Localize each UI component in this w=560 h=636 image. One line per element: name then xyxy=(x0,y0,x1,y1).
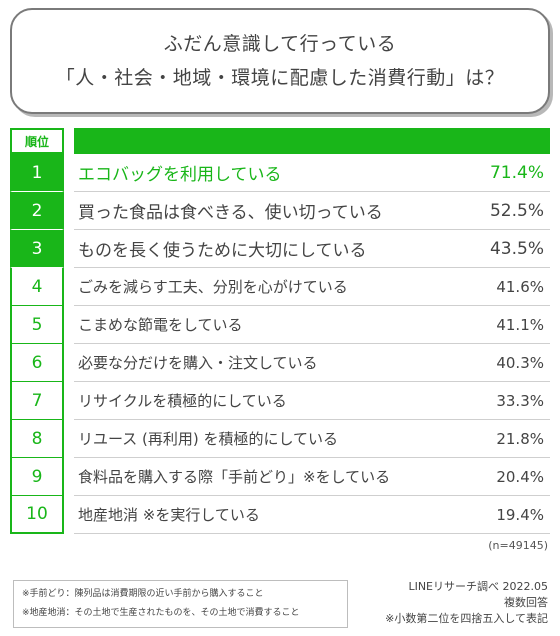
row-content: リサイクルを積極的にしている 33.3% xyxy=(74,382,550,420)
rank-cell: 10 xyxy=(10,496,64,534)
table-row: 8 リユース (再利用) を積極的にしている 21.8% xyxy=(10,420,550,458)
row-label: こまめな節電をしている xyxy=(78,316,243,334)
rank-cell: 9 xyxy=(10,458,64,496)
footnote-chisan-chisho: ※地産地消：その土地で生産されたものを、その土地で消費すること xyxy=(22,608,300,618)
source-line: LINEリサーチ調べ 2022.05 xyxy=(408,580,548,593)
table-row: 9 食料品を購入する際「手前どり」※をしている 20.4% xyxy=(10,458,550,496)
answer-type: 複数回答 xyxy=(504,596,548,609)
row-content: リユース (再利用) を積極的にしている 21.8% xyxy=(74,420,550,458)
sample-size: (n=49145) xyxy=(488,539,548,552)
row-label: 食料品を購入する際「手前どり」※をしている xyxy=(78,468,391,486)
rank-cell: 2 xyxy=(10,192,64,230)
table-row: 5 こまめな節電をしている 41.1% xyxy=(10,306,550,344)
source-info: LINEリサーチ調べ 2022.05 複数回答 ※小数第二位を四捨五入して表記 xyxy=(385,579,548,627)
rank-cell: 6 xyxy=(10,344,64,382)
rank-cell: 4 xyxy=(10,268,64,306)
header-bar xyxy=(74,128,550,154)
row-value: 21.8% xyxy=(496,429,544,448)
row-label: ごみを減らす工夫、分別を心がけている xyxy=(78,278,348,296)
table-row: 10 地産地消 ※を実行している 19.4% xyxy=(10,496,550,534)
row-content: こまめな節電をしている 41.1% xyxy=(74,306,550,344)
rounding-note: ※小数第二位を四捨五入して表記 xyxy=(385,612,548,625)
rank-cell: 7 xyxy=(10,382,64,420)
row-value: 43.5% xyxy=(489,238,544,259)
row-value: 52.5% xyxy=(489,200,544,221)
rank-cell: 5 xyxy=(10,306,64,344)
row-label: 地産地消 ※を実行している xyxy=(78,506,260,524)
row-value: 20.4% xyxy=(496,467,544,486)
ranking-table: 順位 1 エコバッグを利用している 71.4% 2 買った食品は食べきる、使い切… xyxy=(10,128,550,534)
row-value: 71.4% xyxy=(489,162,544,183)
rank-cell: 1 xyxy=(10,154,64,192)
row-content: エコバッグを利用している 71.4% xyxy=(74,154,550,192)
row-label: 必要な分だけを購入・注文している xyxy=(78,354,318,372)
footnote-temaedori: ※手前どり：陳列品は消費期限の近い手前から購入すること xyxy=(22,589,264,599)
row-content: 食料品を購入する際「手前どり」※をしている 20.4% xyxy=(74,458,550,496)
row-label: リサイクルを積極的にしている xyxy=(78,392,287,410)
row-value: 41.1% xyxy=(496,315,544,334)
title-box: ふだん意識して行っている 「人・社会・地域・環境に配慮した消費行動」は？ xyxy=(10,8,550,114)
table-header: 順位 xyxy=(10,128,550,154)
title-line-2: 「人・社会・地域・環境に配慮した消費行動」は？ xyxy=(55,67,505,89)
rank-cell: 8 xyxy=(10,420,64,458)
row-value: 19.4% xyxy=(496,505,544,524)
row-value: 40.3% xyxy=(496,353,544,372)
row-value: 33.3% xyxy=(496,391,544,410)
table-row: 2 買った食品は食べきる、使い切っている 52.5% xyxy=(10,192,550,230)
row-content: 買った食品は食べきる、使い切っている 52.5% xyxy=(74,192,550,230)
table-row: 3 ものを長く使うために大切にしている 43.5% xyxy=(10,230,550,268)
table-row: 4 ごみを減らす工夫、分別を心がけている 41.6% xyxy=(10,268,550,306)
row-content: ものを長く使うために大切にしている 43.5% xyxy=(74,230,550,268)
row-label: リユース (再利用) を積極的にしている xyxy=(78,430,339,448)
rank-cell: 3 xyxy=(10,230,64,268)
row-label: ものを長く使うために大切にしている xyxy=(78,241,367,261)
row-content: ごみを減らす工夫、分別を心がけている 41.6% xyxy=(74,268,550,306)
row-content: 地産地消 ※を実行している 19.4% xyxy=(74,496,550,534)
row-label: エコバッグを利用している xyxy=(78,165,282,185)
rank-header: 順位 xyxy=(10,128,64,154)
title-line-1: ふだん意識して行っている xyxy=(163,33,397,55)
footnotes-box: ※手前どり：陳列品は消費期限の近い手前から購入すること ※地産地消：その土地で生… xyxy=(13,580,348,628)
row-label: 買った食品は食べきる、使い切っている xyxy=(78,203,383,223)
row-content: 必要な分だけを購入・注文している 40.3% xyxy=(74,344,550,382)
table-row: 6 必要な分だけを購入・注文している 40.3% xyxy=(10,344,550,382)
table-row: 1 エコバッグを利用している 71.4% xyxy=(10,154,550,192)
table-row: 7 リサイクルを積極的にしている 33.3% xyxy=(10,382,550,420)
row-value: 41.6% xyxy=(496,277,544,296)
